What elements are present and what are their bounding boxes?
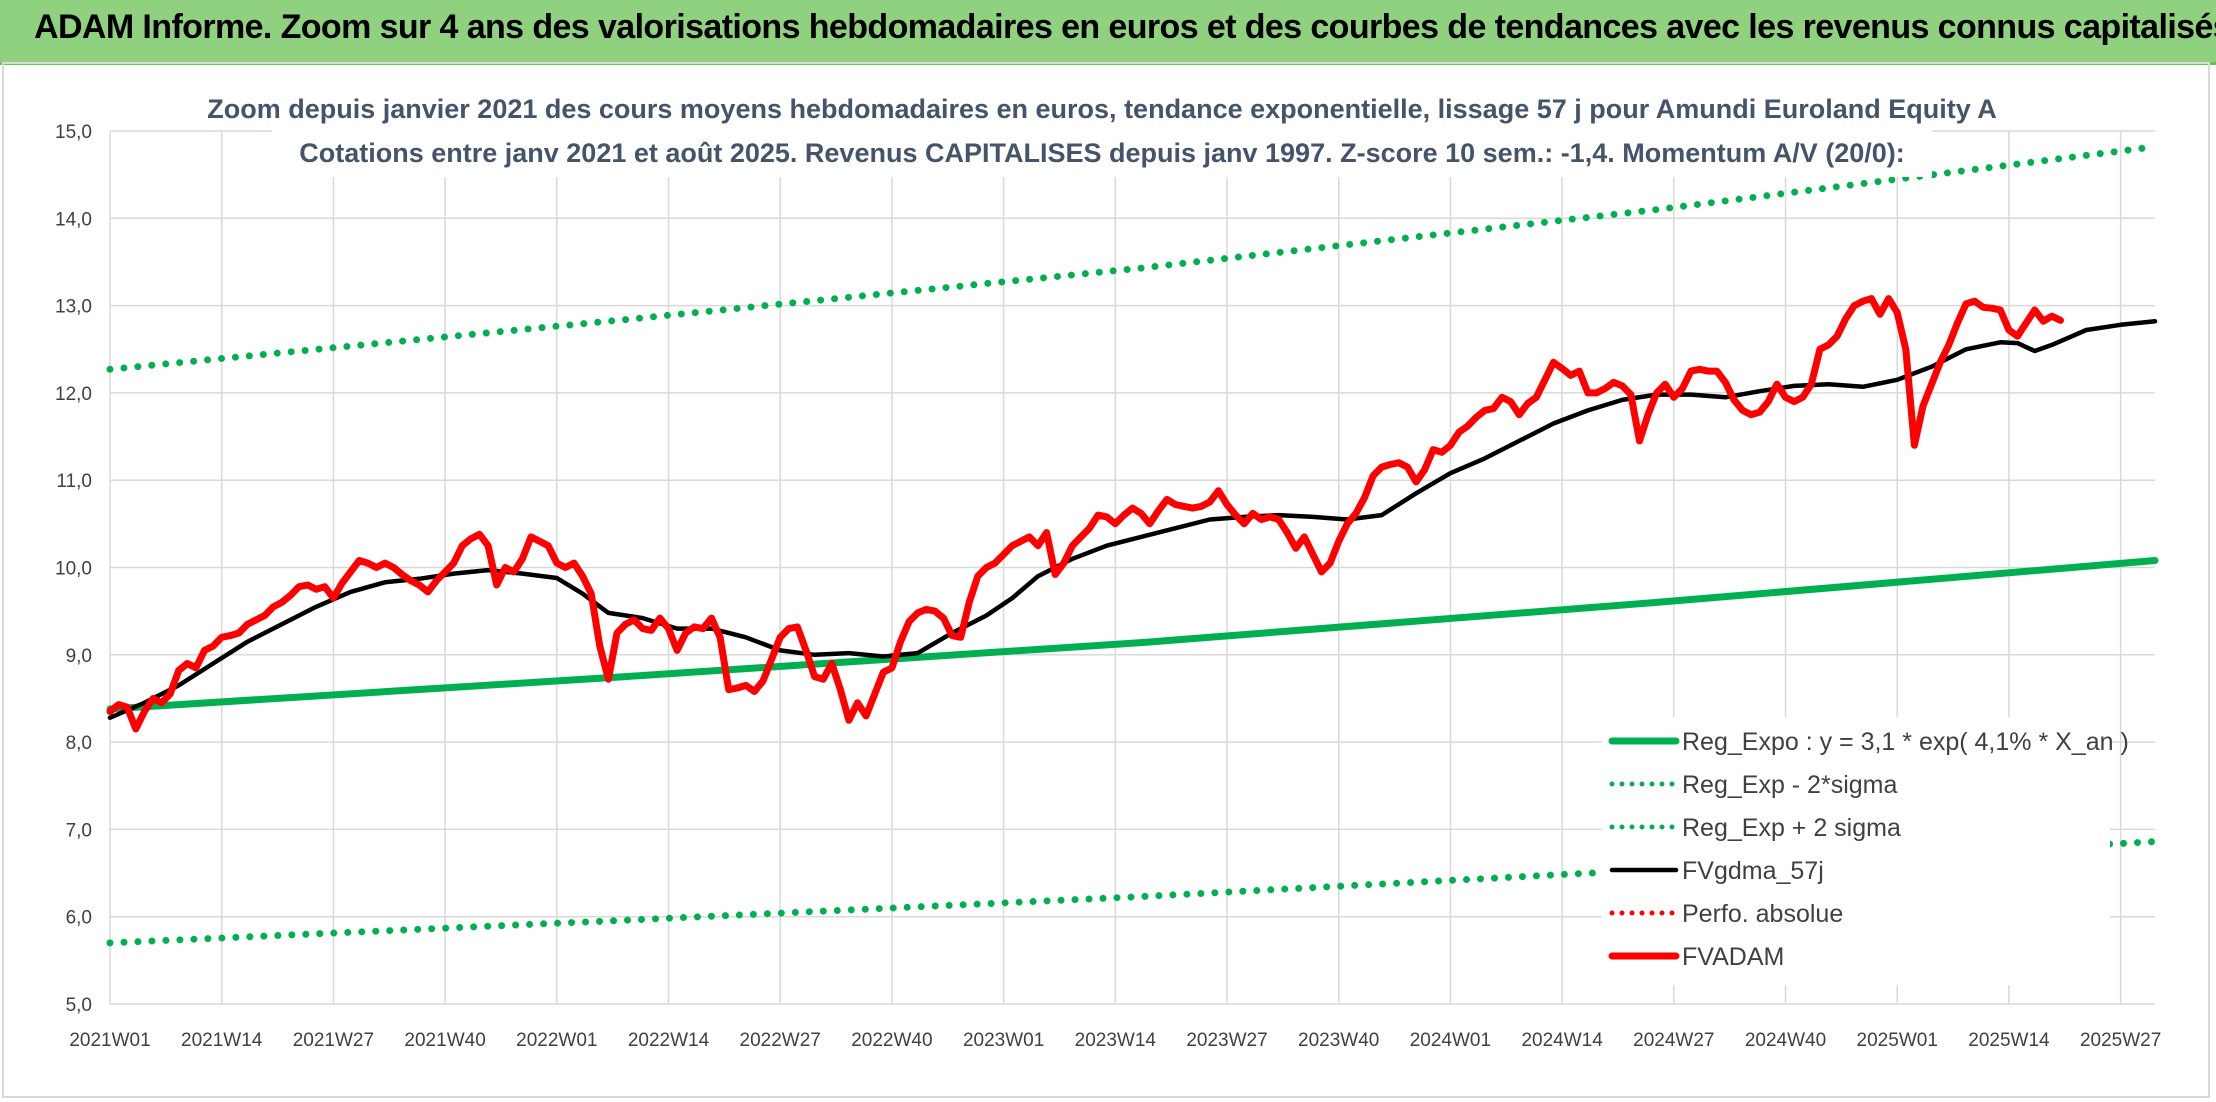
x-tick-label: 2022W27 — [740, 1030, 821, 1051]
report-banner: ADAM Informe. Zoom sur 4 ans des valoris… — [0, 0, 2216, 65]
x-tick-label: 2022W14 — [628, 1030, 710, 1051]
legend-label: Perfo. absolue — [1682, 900, 1843, 928]
legend: Reg_Expo : y = 3,1 * exp( 4,1% * X_an ) R… — [1602, 717, 2129, 985]
chart-subtitle: Cotations entre janv 2021 et août 2025. … — [299, 138, 1905, 168]
title-background — [272, 85, 1932, 177]
legend-label: Reg_Exp - 2*sigma — [1682, 771, 1897, 799]
x-tick-label: 2021W40 — [404, 1030, 485, 1051]
y-tick-label: 10,0 — [55, 559, 92, 580]
y-tick-label: 14,0 — [55, 209, 92, 230]
legend-label: FVADAM — [1682, 943, 1784, 971]
x-tick-label: 2024W27 — [1633, 1030, 1714, 1051]
legend-background — [1602, 717, 2110, 985]
x-tick-label: 2024W01 — [1410, 1030, 1491, 1051]
legend-label: Reg_Exp + 2 sigma — [1682, 814, 1901, 842]
x-tick-label: 2024W40 — [1745, 1030, 1826, 1051]
y-tick-label: 5,0 — [66, 995, 92, 1016]
x-tick-label: 2023W14 — [1075, 1030, 1157, 1051]
x-tick-label: 2023W40 — [1298, 1030, 1379, 1051]
grid-lines — [109, 130, 2155, 1005]
series-line-3 — [107, 319, 2158, 720]
plot-series — [106, 143, 2159, 947]
x-tick-label: 2021W01 — [69, 1030, 150, 1051]
series-line-0 — [106, 557, 2159, 713]
y-tick-label: 11,0 — [56, 471, 92, 492]
chart-title-block: Zoom depuis janvier 2021 des cours moyen… — [207, 85, 1997, 177]
x-tick-label: 2021W27 — [293, 1030, 374, 1051]
report-title: ADAM Informe. Zoom sur 4 ans des valoris… — [34, 8, 2216, 46]
legend-label: Reg_Expo : y = 3,1 * exp( 4,1% * X_an ) — [1682, 728, 2129, 756]
y-tick-label: 15,0 — [55, 122, 92, 143]
x-tick-label: 2025W01 — [1857, 1030, 1938, 1051]
x-tick-label: 2022W40 — [851, 1030, 932, 1051]
y-tick-label: 9,0 — [66, 646, 92, 667]
x-tick-label: 2025W27 — [2080, 1030, 2161, 1051]
y-tick-label: 6,0 — [66, 908, 92, 929]
chart-frame — [2, 62, 2210, 1098]
y-axis: 5,0 6,0 7,0 8,0 9,0 10,0 11,0 12,0 13,0 14,0 15,0 — [55, 122, 92, 1016]
y-tick-label: 12,0 — [55, 384, 92, 405]
x-tick-label: 2022W01 — [516, 1030, 597, 1051]
x-tick-label: 2023W01 — [963, 1030, 1044, 1051]
legend-label: FVgdma_57j — [1682, 857, 1824, 885]
x-tick-label: 2021W14 — [181, 1030, 263, 1051]
y-tick-label: 8,0 — [66, 733, 92, 754]
x-axis: 2021W01 2021W14 2021W27 2021W40 2022W01 2022W… — [69, 1030, 2161, 1051]
y-tick-label: 7,0 — [66, 820, 92, 841]
chart-title: Zoom depuis janvier 2021 des cours moyen… — [207, 94, 1996, 124]
series-line-2 — [106, 143, 2159, 373]
x-tick-label: 2023W27 — [1186, 1030, 1267, 1051]
x-tick-label: 2025W14 — [1968, 1030, 2050, 1051]
x-tick-label: 2024W14 — [1521, 1030, 1603, 1051]
series-line-5 — [106, 295, 2064, 733]
y-tick-label: 13,0 — [55, 297, 92, 318]
